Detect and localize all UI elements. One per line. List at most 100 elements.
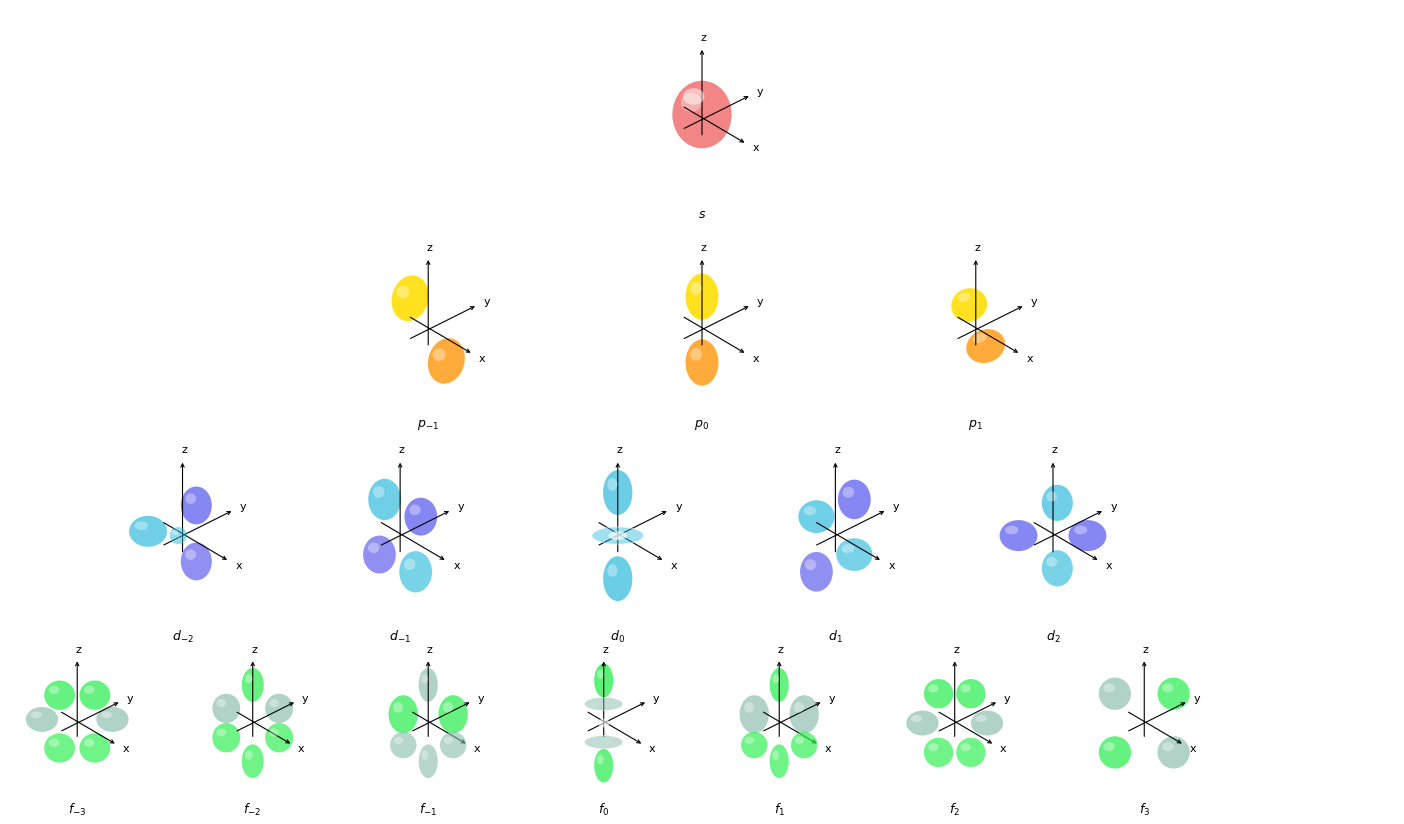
Ellipse shape [80,681,111,709]
Ellipse shape [31,711,42,719]
Text: z: z [602,644,608,654]
Text: p$_{-1}$: p$_{-1}$ [417,419,439,433]
Ellipse shape [393,702,403,713]
Ellipse shape [173,530,178,535]
Ellipse shape [673,81,731,148]
Ellipse shape [80,733,111,763]
Text: y: y [458,502,465,512]
Ellipse shape [1104,742,1115,751]
Ellipse shape [741,732,768,758]
Text: z: z [181,445,187,455]
Text: x: x [473,744,480,754]
Ellipse shape [244,674,253,684]
Ellipse shape [442,702,453,713]
Ellipse shape [265,723,293,752]
Ellipse shape [1046,491,1057,502]
Text: z: z [76,644,81,654]
Ellipse shape [390,732,417,758]
Ellipse shape [608,531,628,540]
Text: x: x [753,143,760,153]
Text: x: x [1000,744,1007,754]
Ellipse shape [1163,742,1174,751]
Ellipse shape [185,550,197,560]
Text: y: y [757,87,764,97]
Ellipse shape [395,737,403,744]
Text: z: z [701,33,706,43]
Ellipse shape [973,333,987,343]
Ellipse shape [216,728,226,737]
Text: z: z [427,243,432,253]
Ellipse shape [404,498,437,536]
Ellipse shape [793,702,804,713]
Text: z: z [427,644,432,654]
Ellipse shape [418,744,438,778]
Ellipse shape [799,500,834,533]
Ellipse shape [1042,485,1073,521]
Ellipse shape [241,744,264,778]
Text: x: x [1106,561,1113,571]
Text: f$_{0}$: f$_{0}$ [598,803,609,818]
Ellipse shape [685,274,719,320]
Ellipse shape [685,339,719,386]
Ellipse shape [1104,683,1115,692]
Ellipse shape [399,551,432,592]
Ellipse shape [181,542,212,580]
Ellipse shape [368,542,379,553]
Ellipse shape [841,544,854,553]
Ellipse shape [744,702,754,713]
Ellipse shape [216,699,226,707]
Text: x: x [236,561,243,571]
Ellipse shape [44,733,74,763]
Text: y: y [653,694,660,704]
Ellipse shape [244,751,253,760]
Text: y: y [302,694,309,704]
Ellipse shape [97,707,129,732]
Ellipse shape [604,556,632,601]
Ellipse shape [428,338,465,384]
Text: f$_{1}$: f$_{1}$ [774,803,785,818]
Ellipse shape [966,329,1005,363]
Ellipse shape [976,715,987,722]
Text: y: y [240,502,247,512]
Ellipse shape [1074,526,1087,534]
Text: z: z [834,445,840,455]
Ellipse shape [789,695,819,733]
Ellipse shape [928,743,938,751]
Ellipse shape [924,737,953,767]
Ellipse shape [956,737,986,767]
Ellipse shape [373,486,385,498]
Text: y: y [1193,694,1200,704]
Ellipse shape [907,710,939,736]
Text: y: y [126,694,133,704]
Text: y: y [1111,502,1118,512]
Ellipse shape [772,674,779,684]
Ellipse shape [421,674,428,684]
Ellipse shape [691,282,702,295]
Ellipse shape [364,536,396,574]
Ellipse shape [608,478,618,491]
Ellipse shape [604,471,632,515]
Ellipse shape [597,755,604,765]
Ellipse shape [392,275,428,321]
Ellipse shape [1042,550,1073,587]
Ellipse shape [1157,677,1189,709]
Ellipse shape [129,516,167,547]
Text: x: x [824,744,831,754]
Ellipse shape [598,719,609,728]
Ellipse shape [911,715,922,722]
Ellipse shape [1099,677,1132,709]
Text: f$_{2}$: f$_{2}$ [949,803,960,818]
Text: z: z [399,445,404,455]
Ellipse shape [25,707,58,732]
Ellipse shape [597,670,604,679]
Text: x: x [298,744,305,754]
Ellipse shape [396,285,409,298]
Text: z: z [1052,445,1057,455]
Ellipse shape [592,527,643,544]
Text: z: z [701,243,706,253]
Ellipse shape [212,723,240,752]
Ellipse shape [439,732,466,758]
Ellipse shape [1005,526,1018,534]
Ellipse shape [972,710,1002,736]
Ellipse shape [212,694,240,723]
